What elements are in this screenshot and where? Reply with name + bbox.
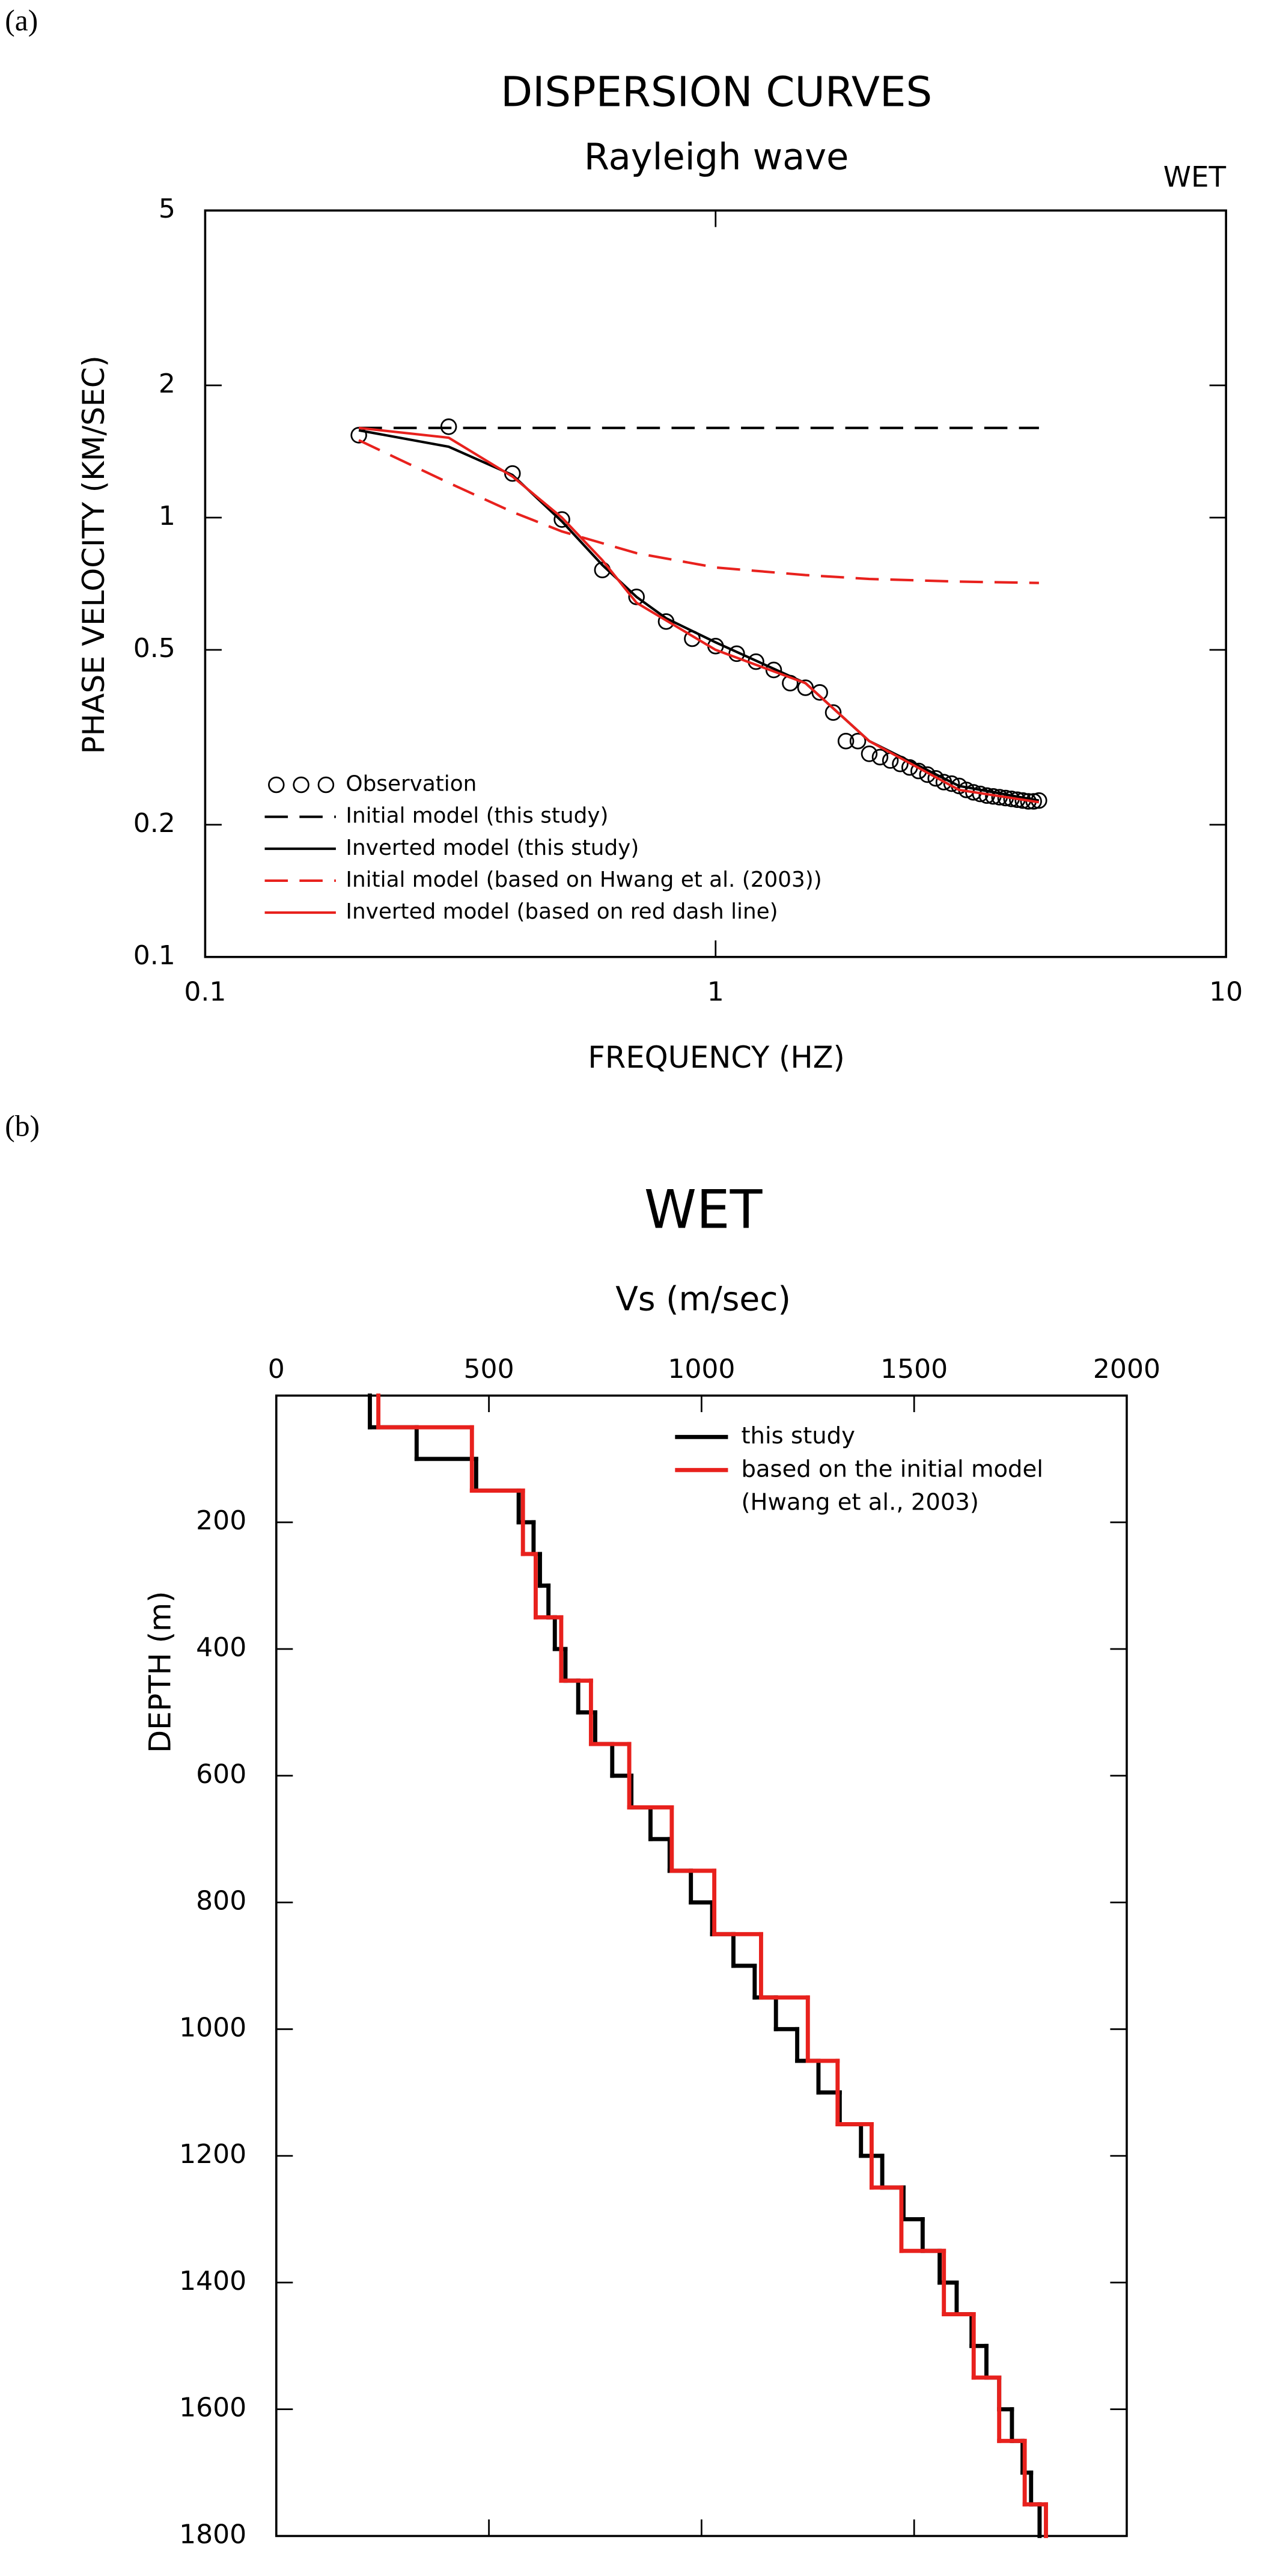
y-tick-label: 1400 [179,2266,246,2296]
y-tick-label: 400 [196,1632,246,1663]
y-tick-label: 2 [159,369,175,399]
chart-title: DISPERSION CURVES [501,68,932,116]
panel-label: (b) [5,1110,40,1143]
x-tick-label: 1 [707,976,724,1007]
legend-marker [293,776,309,794]
legend-label: Initial model (based on Hwang et al. (20… [346,867,821,892]
model-curve [358,429,1040,802]
y-tick-label: 600 [196,1759,246,1790]
observation-point [849,732,867,750]
y-tick-label: 200 [196,1505,246,1536]
legend-marker [268,776,285,794]
legend-label: Initial model (this study) [346,804,608,828]
x-tick-label: 1500 [880,1354,948,1384]
observation-point [943,775,960,792]
y-tick-label: 0.2 [133,808,175,839]
legend-label: Inverted model (this study) [346,836,639,860]
observation-point [811,684,828,701]
observation-point [837,732,855,750]
x-tick-label: 10 [1209,976,1243,1007]
y-tick-label: 1600 [179,2393,246,2423]
chart-subtitle: Rayleigh wave [584,136,849,178]
model-curve [358,439,1039,584]
y-tick-label: 1800 [179,2519,246,2550]
x-axis-label: Vs (m/sec) [615,1280,791,1318]
y-axis-label: DEPTH (m) [142,1591,177,1753]
x-tick-label: 0 [268,1354,285,1384]
legend-label: based on the initial model (Hwang et al.,… [741,1455,1043,1516]
observation-point [504,465,521,482]
model-curve [358,426,1040,804]
annotation: WET [1163,161,1227,194]
x-tick-label: 2000 [1093,1354,1160,1384]
observation-point [797,679,814,696]
legend-label: this study [741,1422,855,1449]
y-tick-label: 1 [159,501,175,531]
y-tick-label: 5 [159,194,175,224]
x-axis-label: FREQUENCY (HZ) [588,1040,844,1075]
plot-frame [275,1394,1128,2538]
legend-label: Observation [346,772,477,797]
x-tick-label: 0.1 [184,976,226,1007]
x-tick-label: 500 [464,1354,514,1384]
legend-marker [317,776,335,794]
observation-point [553,511,570,528]
observation-point [765,661,782,679]
y-tick-label: 0.1 [133,940,175,971]
observation-point [628,589,645,605]
chart-title: WET [644,1179,763,1241]
y-axis-label: PHASE VELOCITY (KM/SEC) [76,355,111,754]
observation-point [871,748,889,766]
observation-point [824,704,842,721]
observation-point [350,427,367,444]
panel-label: (a) [5,4,38,37]
legend-label: Inverted model (based on red dash line) [346,899,778,924]
y-tick-label: 1200 [179,2139,246,2170]
observation-point [861,745,878,762]
y-tick-label: 800 [196,1886,246,1917]
y-tick-label: 0.5 [133,633,175,664]
x-tick-label: 1000 [668,1354,735,1384]
y-tick-label: 1000 [179,2012,246,2043]
